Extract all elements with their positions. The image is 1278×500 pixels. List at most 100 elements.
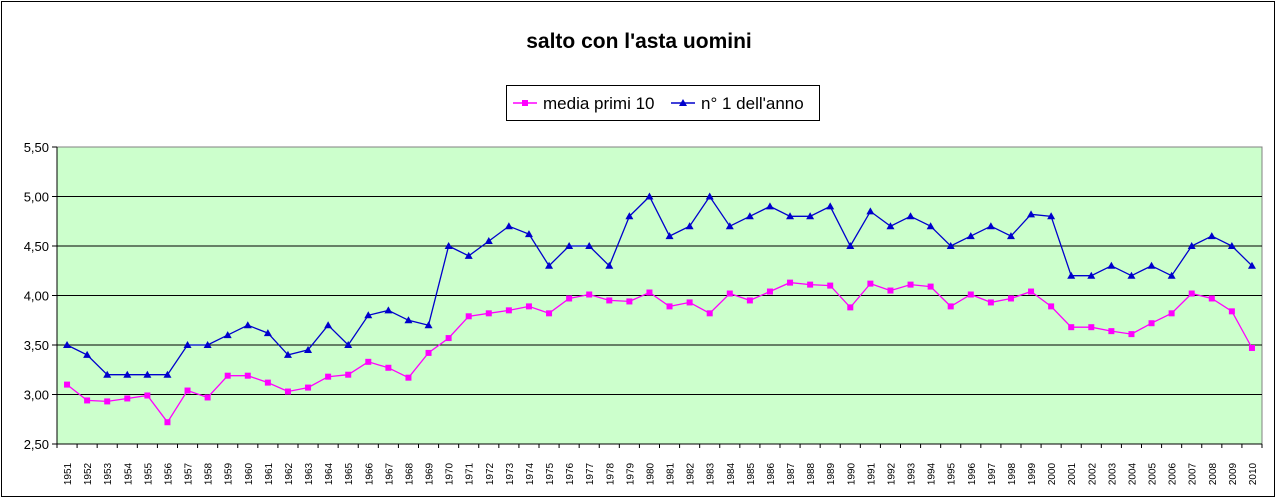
- legend: media primi 10 n° 1 dell'anno: [506, 85, 820, 121]
- data-point: [244, 372, 251, 379]
- xtick-label: 1994: [927, 462, 938, 485]
- data-point: [866, 207, 875, 215]
- xtick-label: 1953: [103, 462, 114, 485]
- legend-label-n1: n° 1 dell'anno: [701, 94, 804, 113]
- xtick-label: 1977: [585, 462, 596, 485]
- xtick-label: 1955: [143, 462, 154, 485]
- data-point: [706, 310, 713, 317]
- data-point: [425, 349, 432, 356]
- data-point: [1048, 303, 1055, 310]
- data-point: [746, 297, 753, 304]
- data-point: [163, 370, 172, 378]
- data-point: [887, 287, 894, 294]
- xtick-label: 2007: [1188, 462, 1199, 485]
- xtick-label: 2004: [1127, 462, 1138, 485]
- xtick-label: 1963: [304, 462, 315, 485]
- data-point: [325, 373, 332, 380]
- xtick-label: 1995: [947, 462, 958, 485]
- data-point: [786, 212, 795, 220]
- xtick-label: 1996: [967, 462, 978, 485]
- data-point: [625, 212, 634, 220]
- xtick-label: 1983: [706, 462, 717, 485]
- data-point: [1248, 344, 1255, 351]
- data-point: [566, 295, 573, 302]
- ytick-label: 4,50: [24, 239, 49, 254]
- data-point: [103, 370, 112, 378]
- xtick-label: 1970: [445, 462, 456, 485]
- data-point: [765, 202, 774, 210]
- xtick-label: 1987: [786, 462, 797, 485]
- data-point: [686, 299, 693, 306]
- data-point: [867, 280, 874, 287]
- data-point: [967, 291, 974, 298]
- xtick-label: 1960: [244, 462, 255, 485]
- data-point: [1068, 324, 1075, 331]
- data-point: [223, 331, 232, 339]
- data-point: [986, 222, 995, 230]
- data-point: [565, 242, 574, 249]
- series-1: [63, 192, 1256, 378]
- xtick-label: 1971: [465, 462, 476, 485]
- data-point: [1087, 271, 1096, 279]
- xtick-label: 1999: [1027, 462, 1038, 485]
- data-point: [1047, 212, 1056, 220]
- data-point: [545, 261, 554, 269]
- data-point: [464, 251, 473, 259]
- xtick-label: 1969: [425, 462, 436, 485]
- xtick-label: 1972: [485, 462, 496, 485]
- xtick-label: 1985: [746, 462, 757, 485]
- data-point: [1148, 320, 1155, 327]
- series-line: [66, 281, 1253, 424]
- data-point: [64, 381, 71, 388]
- ytick-label: 4,00: [24, 289, 49, 304]
- data-point: [505, 307, 512, 314]
- data-point: [646, 289, 653, 296]
- data-point: [203, 341, 212, 348]
- data-point: [404, 316, 413, 324]
- xtick-label: 1962: [284, 462, 295, 485]
- series-line: [66, 195, 1253, 376]
- data-point: [63, 341, 72, 348]
- data-point: [224, 372, 231, 379]
- data-point: [124, 395, 131, 402]
- data-point: [304, 345, 313, 353]
- data-point: [1028, 288, 1035, 295]
- data-point: [484, 237, 493, 245]
- data-point: [927, 283, 934, 290]
- data-point: [907, 281, 914, 288]
- legend-entry-media-primi-10: media primi 10: [513, 94, 655, 113]
- data-point: [725, 222, 734, 230]
- data-point: [987, 299, 994, 306]
- xtick-label: 2010: [1248, 462, 1259, 485]
- data-point: [966, 232, 975, 240]
- data-point: [685, 222, 694, 230]
- data-point: [1168, 310, 1175, 317]
- data-point: [886, 222, 895, 230]
- data-point: [84, 397, 91, 404]
- data-point: [444, 242, 453, 249]
- data-point: [1187, 242, 1196, 249]
- data-point: [606, 297, 613, 304]
- data-point: [807, 281, 814, 288]
- xtick-label: 1986: [766, 462, 777, 485]
- data-point: [827, 282, 834, 289]
- data-point: [1207, 232, 1216, 240]
- data-point: [365, 358, 372, 365]
- xtick-label: 1978: [605, 462, 616, 485]
- data-point: [906, 212, 915, 220]
- xtick-label: 1966: [364, 462, 375, 485]
- data-point: [143, 370, 152, 378]
- ytick-label: 3,00: [24, 388, 49, 403]
- xtick-label: 1981: [666, 462, 677, 485]
- data-point: [1107, 261, 1116, 269]
- legend-marker-media: [522, 100, 528, 106]
- xtick-label: 1954: [123, 462, 134, 485]
- data-point: [926, 222, 935, 230]
- xtick-label: 1964: [324, 462, 335, 485]
- data-point: [264, 379, 271, 386]
- xtick-label: 1974: [525, 462, 536, 485]
- data-point: [586, 291, 593, 298]
- xtick-label: 1961: [264, 462, 275, 485]
- data-point: [144, 392, 151, 399]
